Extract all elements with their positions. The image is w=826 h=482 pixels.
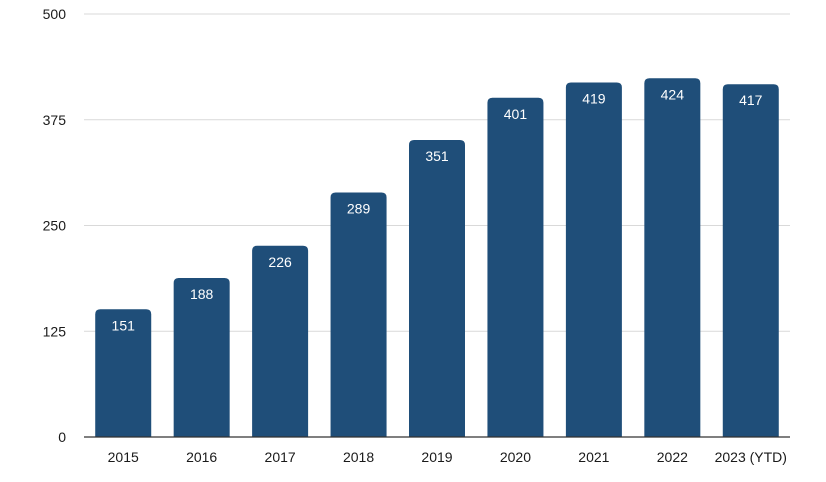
bar-2015	[95, 309, 152, 437]
y-tick-label: 500	[43, 6, 67, 22]
x-tick-label: 2015	[108, 449, 139, 465]
y-tick-label: 250	[43, 218, 67, 234]
bar-2021	[565, 82, 622, 437]
x-tick-label: 2022	[657, 449, 688, 465]
data-label: 424	[661, 86, 685, 102]
bars: 151 188 226 289 351 401 419 424 417	[95, 78, 779, 438]
data-label: 188	[190, 286, 214, 302]
y-tick-label: 0	[58, 429, 66, 445]
data-label: 351	[425, 148, 449, 164]
axes: 0 125 250 375 500 2015 2016 2017 2018 2019 2020 202…	[43, 6, 790, 465]
x-tick-label: 2017	[265, 449, 296, 465]
bar-2018	[330, 192, 387, 437]
bar-2017	[252, 245, 309, 437]
data-label: 401	[504, 106, 528, 122]
data-label: 289	[347, 201, 371, 217]
bar-2023 (YTD)	[722, 84, 779, 437]
x-tick-label: 2020	[500, 449, 531, 465]
y-tick-label: 375	[43, 112, 67, 128]
x-tick-label: 2021	[578, 449, 609, 465]
x-tick-label: 2016	[186, 449, 217, 465]
data-label: 226	[268, 254, 292, 270]
data-label: 417	[739, 92, 763, 108]
x-tick-label: 2019	[421, 449, 452, 465]
data-label: 151	[112, 317, 136, 333]
bar-2019	[409, 140, 465, 437]
bar-2020	[487, 97, 544, 437]
x-tick-label: 2018	[343, 449, 374, 465]
bar-2022	[644, 78, 701, 438]
data-label: 419	[582, 91, 606, 107]
bar-2016	[173, 277, 230, 437]
x-tick-label: 2023 (YTD)	[715, 449, 787, 465]
y-tick-label: 125	[43, 323, 67, 339]
